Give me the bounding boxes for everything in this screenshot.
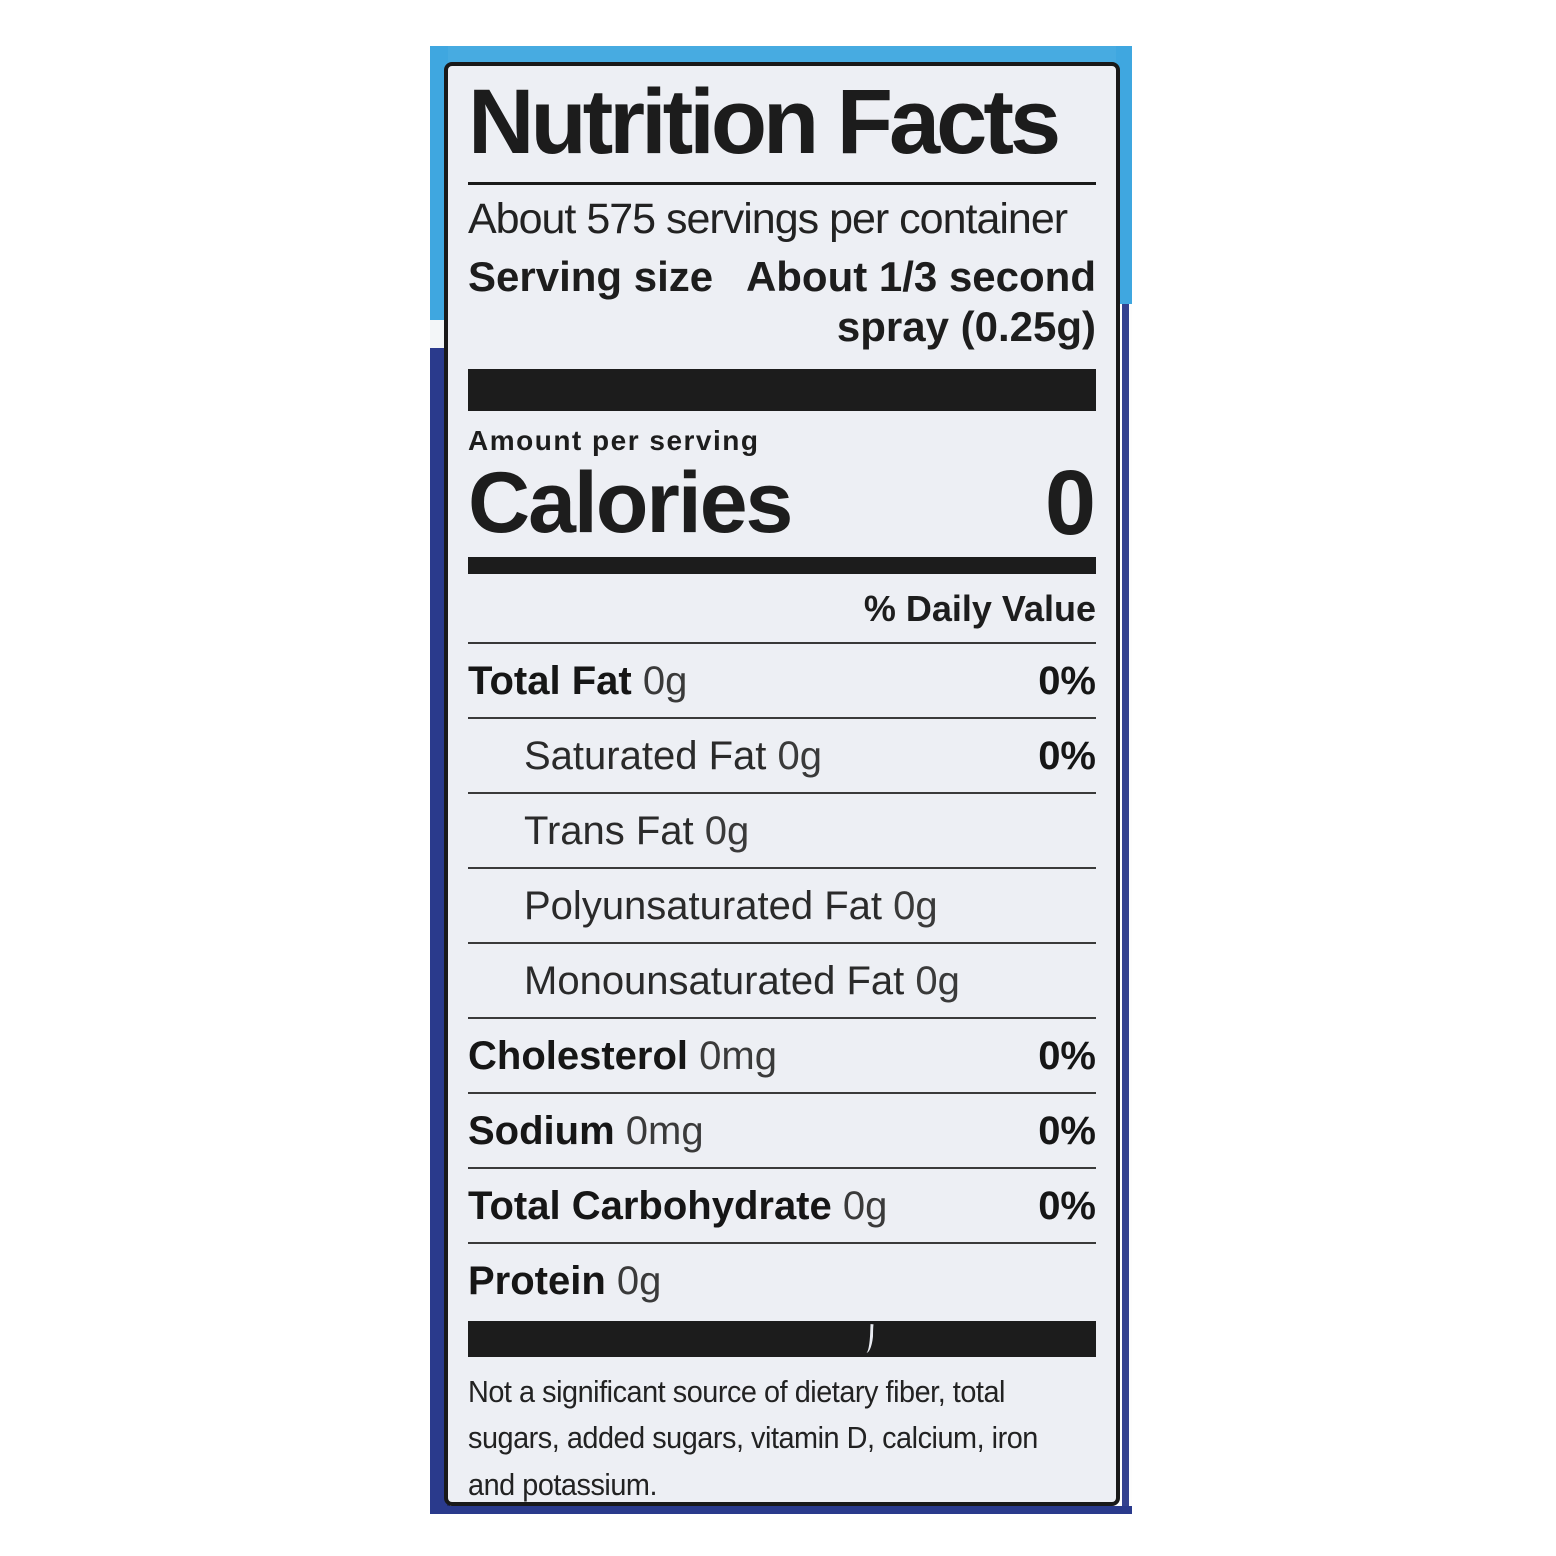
nutrient-amount: 0g — [616, 1258, 662, 1303]
nutrient-row-protein: Protein 0g — [468, 1244, 1096, 1317]
nutrient-amount: 0mg — [625, 1108, 704, 1153]
calories-divider-bar — [468, 556, 1096, 574]
glare-scratch-mark — [863, 1323, 874, 1353]
nutrient-row-sodium: Sodium 0mg 0% — [468, 1094, 1096, 1169]
nutrient-amount: 0g — [842, 1183, 888, 1228]
serving-size-label: Serving size — [468, 252, 714, 300]
nutrient-amount: 0g — [642, 658, 688, 703]
section-divider-bar-bottom — [468, 1320, 1096, 1357]
nutrient-dv: 0% — [1038, 658, 1096, 703]
serving-size-value-line1: About 1/3 second — [745, 252, 1096, 300]
nutrient-amount: 0g — [915, 958, 960, 1003]
nutrient-dv: 0% — [1038, 1183, 1096, 1228]
package-blue-band-right — [1116, 46, 1132, 304]
nutrition-facts-panel: Nutrition Facts About 575 servings per c… — [444, 62, 1120, 1506]
label-photo: Nutrition Facts About 575 servings per c… — [430, 46, 1132, 1514]
nutrient-name: Cholesterol — [468, 1033, 689, 1078]
serving-size-row: Serving size About 1/3 second spray (0.2… — [468, 252, 1096, 353]
nutrient-row-total-fat: Total Fat 0g 0% — [468, 644, 1096, 719]
serving-size-value: About 1/3 second spray (0.25g) — [746, 252, 1096, 353]
nutrient-name: Trans Fat — [524, 808, 694, 853]
package-navy-band-bottom — [430, 1506, 1132, 1514]
nutrient-amount: 0mg — [699, 1033, 777, 1078]
amount-per-serving-label: Amount per serving — [468, 424, 760, 456]
section-divider-bar-top — [468, 368, 1096, 411]
nutrient-amount: 0g — [777, 733, 823, 778]
nutrient-dv: 0% — [1038, 1033, 1096, 1078]
nutrient-name: Monounsaturated Fat — [524, 958, 905, 1003]
footnote-line: sugars, added sugars, vitamin D, calcium… — [468, 1420, 1038, 1456]
package-blue-band-left — [430, 46, 448, 320]
footnote-line: and potassium. — [468, 1466, 658, 1502]
calories-value: 0 — [1044, 451, 1096, 554]
nutrient-amount: 0g — [893, 883, 938, 928]
calories-label: Calories — [468, 455, 793, 552]
nutrient-row-polyunsaturated-fat: Polyunsaturated Fat 0g — [468, 869, 1096, 944]
nutrient-dv: 0% — [1038, 1108, 1096, 1153]
nutrient-row-monounsaturated-fat: Monounsaturated Fat 0g — [468, 944, 1096, 1019]
package-glare-notch — [430, 320, 448, 348]
nutrient-row-trans-fat: Trans Fat 0g — [468, 794, 1096, 869]
nutrient-name: Polyunsaturated Fat — [524, 883, 882, 928]
title-divider — [468, 181, 1096, 185]
nutrient-dv: 0% — [1038, 733, 1096, 778]
serving-size-value-line2: spray (0.25g) — [836, 303, 1096, 351]
calories-row: Calories 0 — [468, 457, 1096, 549]
nutrient-row-total-carbohydrate: Total Carbohydrate 0g 0% — [468, 1169, 1096, 1244]
package-navy-band-right — [1122, 304, 1129, 1514]
footnote: Not a significant source of dietary fibe… — [468, 1369, 1093, 1502]
nutrient-amount: 0g — [704, 808, 750, 853]
nutrient-row-saturated-fat: Saturated Fat 0g 0% — [468, 719, 1096, 794]
nutrient-row-cholesterol: Cholesterol 0mg 0% — [468, 1019, 1096, 1094]
nutrient-name: Total Fat — [468, 658, 632, 703]
panel-title: Nutrition Facts — [468, 71, 1061, 173]
nutrient-name: Sodium — [468, 1108, 615, 1153]
nutrient-name: Protein — [468, 1258, 606, 1303]
nutrient-name: Saturated Fat — [524, 733, 767, 778]
daily-value-header: % Daily Value — [468, 574, 1096, 644]
nutrient-name: Total Carbohydrate — [468, 1183, 832, 1228]
package-blue-band-top — [430, 46, 1132, 66]
servings-per-container: About 575 servings per container — [468, 194, 1068, 243]
footnote-line: Not a significant source of dietary fibe… — [468, 1373, 1005, 1409]
